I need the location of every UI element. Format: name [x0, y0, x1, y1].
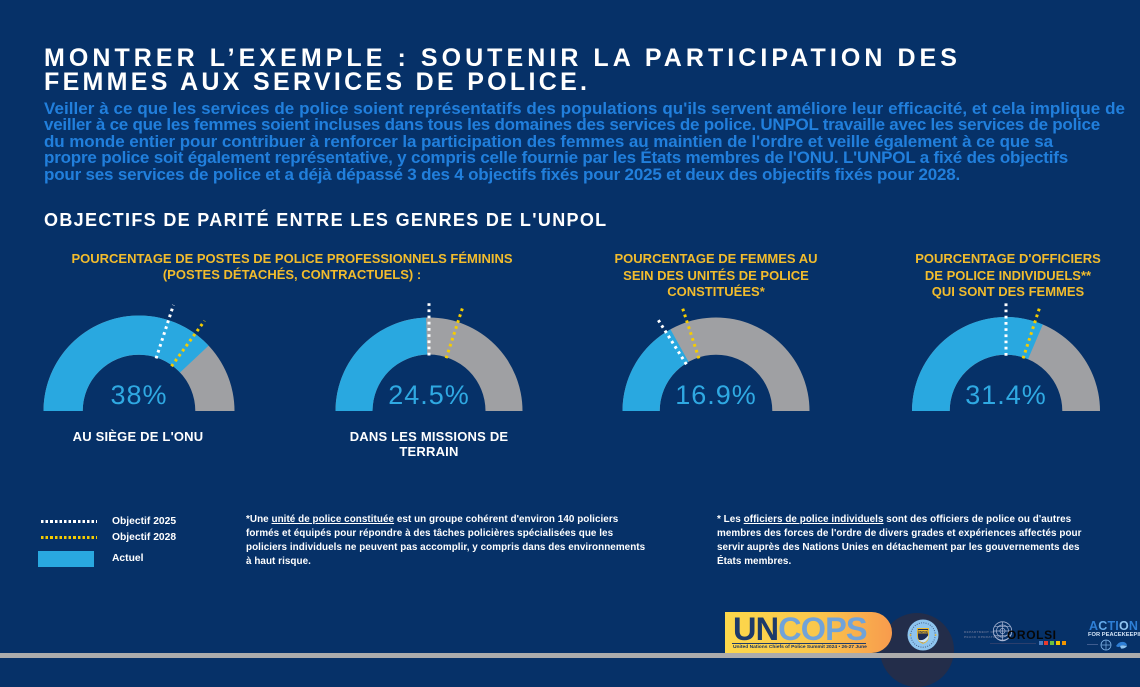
svg-text:UNPOL: UNPOL	[918, 630, 929, 634]
